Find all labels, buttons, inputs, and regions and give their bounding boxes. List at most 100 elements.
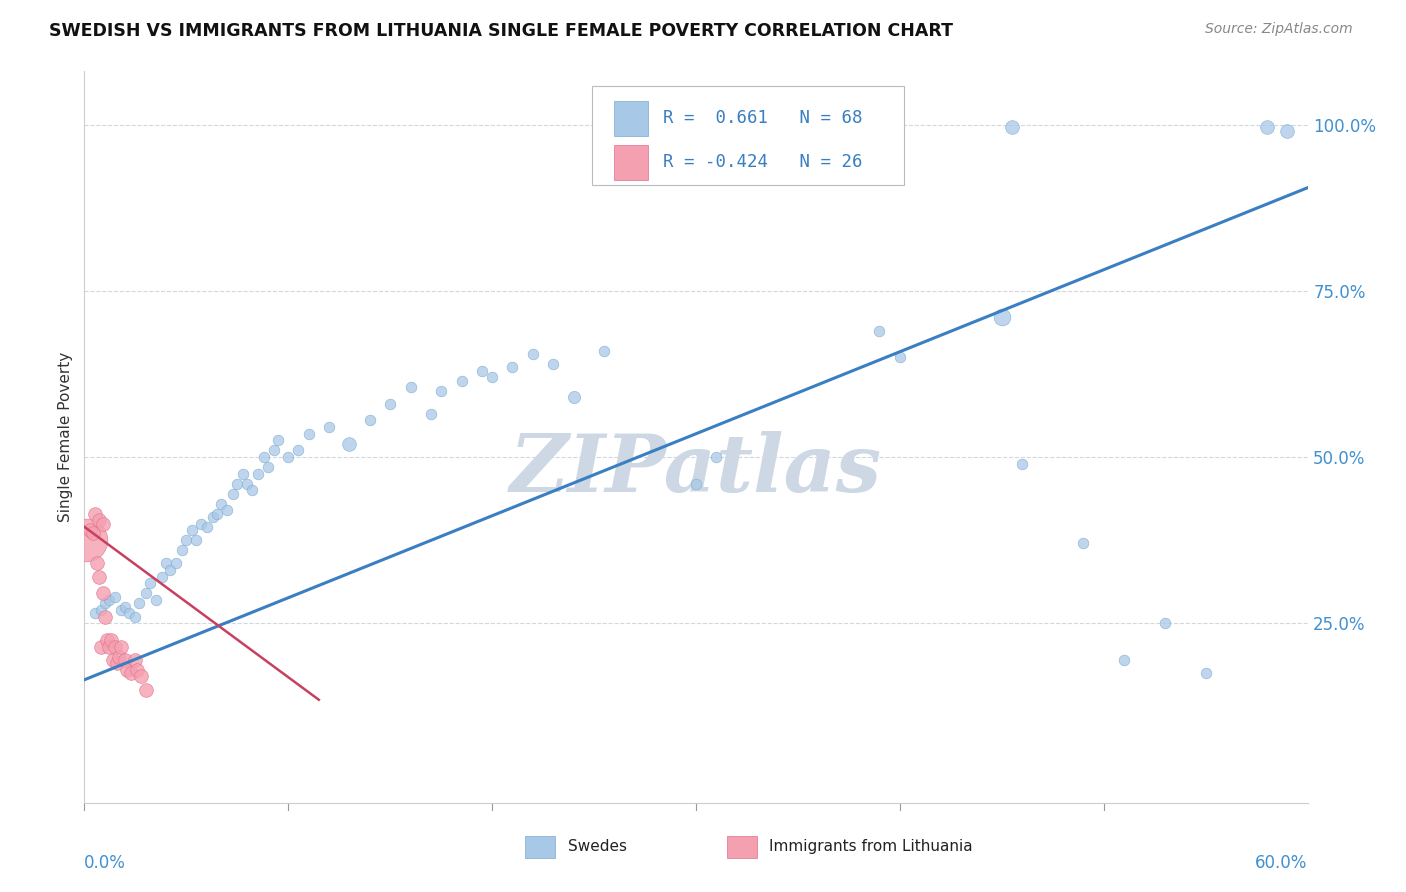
Point xyxy=(135,586,157,600)
Point xyxy=(83,607,105,621)
Text: R = -0.424   N = 26: R = -0.424 N = 26 xyxy=(664,153,862,171)
Point xyxy=(90,640,112,654)
Point xyxy=(128,596,150,610)
Point xyxy=(267,434,290,448)
Text: 0.0%: 0.0% xyxy=(84,854,127,872)
Point xyxy=(114,653,136,667)
Point xyxy=(298,426,321,441)
Text: 60.0%: 60.0% xyxy=(1256,854,1308,872)
Point xyxy=(1195,666,1218,681)
Point xyxy=(481,370,503,384)
Point xyxy=(889,351,911,365)
Point xyxy=(232,467,254,481)
Point xyxy=(869,324,891,338)
Point xyxy=(82,526,104,541)
Point xyxy=(991,310,1014,325)
Point xyxy=(96,632,118,647)
Point xyxy=(104,590,127,604)
Point xyxy=(1011,457,1033,471)
Point xyxy=(502,360,524,375)
Point xyxy=(118,607,141,621)
Point xyxy=(776,120,799,134)
Point xyxy=(1073,536,1095,550)
Point xyxy=(90,603,112,617)
Point xyxy=(174,533,197,548)
Point xyxy=(263,443,285,458)
Bar xyxy=(614,101,648,136)
Point xyxy=(138,576,160,591)
Text: Source: ZipAtlas.com: Source: ZipAtlas.com xyxy=(1205,22,1353,37)
Point xyxy=(104,640,127,654)
Point xyxy=(318,420,340,434)
Point xyxy=(83,507,105,521)
Point xyxy=(79,523,101,537)
Point xyxy=(848,118,870,132)
Point xyxy=(186,533,208,548)
Point xyxy=(562,390,585,404)
Point xyxy=(145,593,167,607)
Point xyxy=(172,543,194,558)
Point xyxy=(522,347,544,361)
Point xyxy=(420,407,443,421)
Point xyxy=(1256,120,1278,134)
Point xyxy=(246,467,269,481)
Point xyxy=(124,609,146,624)
Point xyxy=(209,497,232,511)
Point xyxy=(135,682,157,697)
Point xyxy=(359,413,381,427)
Point xyxy=(430,384,453,398)
Text: SWEDISH VS IMMIGRANTS FROM LITHUANIA SINGLE FEMALE POVERTY CORRELATION CHART: SWEDISH VS IMMIGRANTS FROM LITHUANIA SIN… xyxy=(49,22,953,40)
Point xyxy=(1154,616,1177,631)
Y-axis label: Single Female Poverty: Single Female Poverty xyxy=(58,352,73,522)
Bar xyxy=(614,145,648,179)
Point xyxy=(75,533,97,548)
Point xyxy=(91,586,114,600)
Point xyxy=(110,640,132,654)
Point xyxy=(181,523,204,537)
Text: Swedes: Swedes xyxy=(568,839,627,855)
Point xyxy=(685,476,707,491)
Point xyxy=(97,593,120,607)
Point xyxy=(155,557,177,571)
Point xyxy=(277,450,299,464)
Point xyxy=(91,516,114,531)
Point xyxy=(257,460,280,475)
Point xyxy=(131,669,153,683)
Point xyxy=(339,436,361,450)
Point xyxy=(86,557,108,571)
Point xyxy=(93,596,115,610)
Point xyxy=(399,380,422,394)
Point xyxy=(150,570,173,584)
Point xyxy=(226,476,249,491)
Point xyxy=(115,663,138,677)
Point xyxy=(159,563,181,577)
Point xyxy=(101,653,124,667)
Bar xyxy=(727,836,758,858)
Point xyxy=(217,503,239,517)
Point xyxy=(236,476,259,491)
Point xyxy=(450,374,472,388)
Text: ZIPatlas: ZIPatlas xyxy=(510,431,882,508)
Point xyxy=(593,343,616,358)
Point xyxy=(87,570,110,584)
Point xyxy=(1001,120,1024,134)
Point xyxy=(124,653,146,667)
Point xyxy=(253,450,276,464)
Text: Immigrants from Lithuania: Immigrants from Lithuania xyxy=(769,839,973,855)
Point xyxy=(105,656,128,670)
Bar xyxy=(524,836,555,858)
Point xyxy=(165,557,187,571)
Point xyxy=(93,609,115,624)
Point xyxy=(201,509,224,524)
Point xyxy=(1114,653,1136,667)
Point xyxy=(110,603,132,617)
Text: R =  0.661   N = 68: R = 0.661 N = 68 xyxy=(664,109,862,128)
Point xyxy=(190,516,212,531)
Point xyxy=(471,363,494,377)
FancyBboxPatch shape xyxy=(592,86,904,185)
Point xyxy=(100,632,122,647)
Point xyxy=(222,486,245,500)
Point xyxy=(205,507,228,521)
Point xyxy=(1277,124,1299,138)
Point xyxy=(120,666,142,681)
